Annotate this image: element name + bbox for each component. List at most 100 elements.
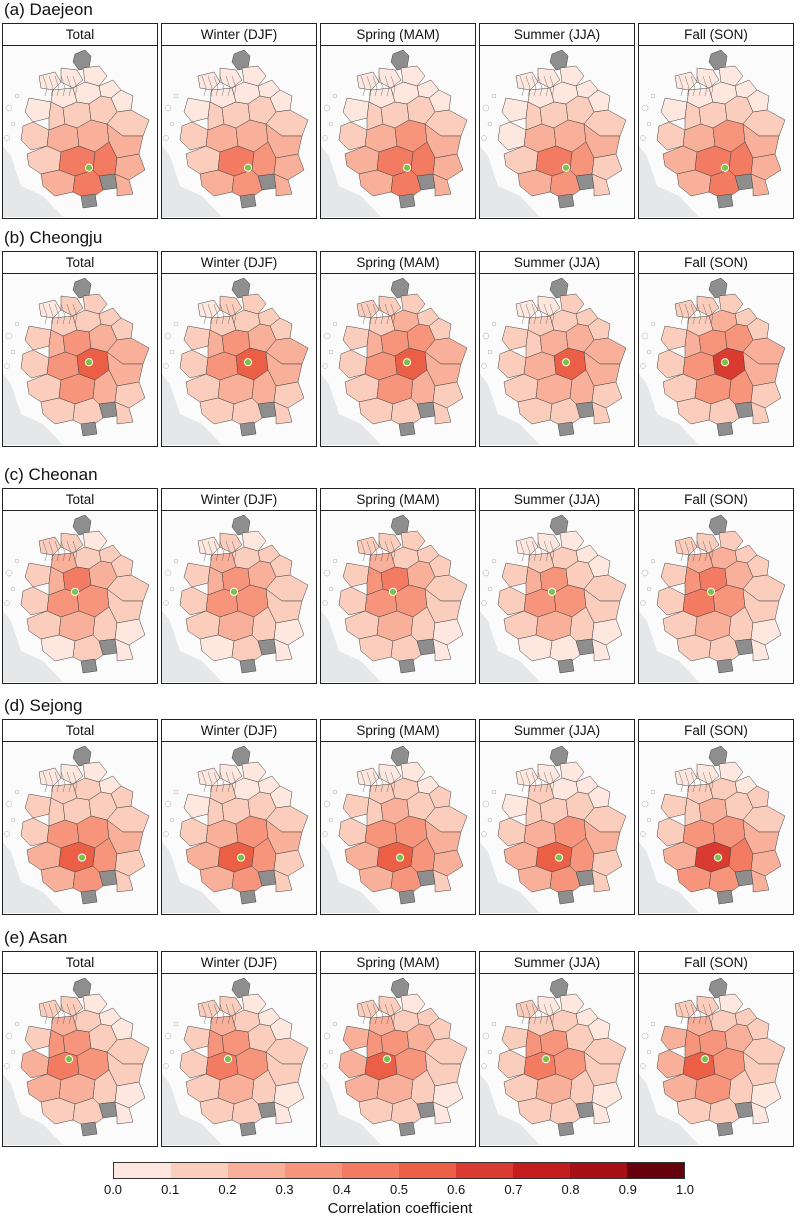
region-nw-2 — [219, 532, 243, 554]
region-se-2 — [750, 869, 770, 893]
island — [650, 558, 656, 564]
district-boundary — [549, 303, 555, 325]
region-s-4 — [231, 169, 263, 201]
map-svg — [480, 274, 633, 445]
island — [482, 332, 490, 340]
station-marker — [402, 358, 412, 367]
region-w-1 — [660, 793, 688, 819]
map-svg — [162, 974, 315, 1145]
station-marker — [243, 163, 253, 172]
region-se-2 — [591, 1101, 611, 1125]
island — [491, 789, 497, 795]
region-se-1 — [114, 381, 146, 409]
colorbar-tick-label: 0.5 — [389, 1182, 409, 1197]
region-nw-1 — [38, 767, 62, 787]
region-nw-1 — [674, 536, 698, 556]
island — [328, 586, 334, 592]
island — [5, 1032, 13, 1040]
island — [4, 1063, 10, 1069]
station-marker — [541, 1055, 551, 1064]
panel-title: Spring (MAM) — [321, 489, 475, 511]
island — [481, 363, 487, 369]
region-se-2 — [591, 638, 611, 662]
region-nw-1 — [356, 71, 380, 91]
district-boundary — [60, 303, 66, 325]
region-se-1 — [273, 1081, 305, 1109]
district-boundary — [72, 303, 78, 325]
region-nw-2 — [60, 67, 84, 89]
island — [487, 121, 493, 127]
region-s-miss2 — [557, 889, 575, 905]
region-se-2 — [114, 869, 134, 893]
region-n-1 — [400, 530, 426, 552]
map-panel: Spring (MAM) — [320, 719, 476, 915]
region-s-4 — [708, 865, 740, 897]
island — [163, 831, 169, 837]
district-boundary — [678, 1003, 684, 1025]
choropleth-map — [162, 511, 315, 682]
district-boundary — [42, 75, 48, 97]
district-boundary — [60, 75, 66, 97]
map-svg — [3, 46, 156, 217]
region-se-2 — [273, 401, 293, 425]
island — [482, 800, 490, 808]
district-boundary — [48, 771, 54, 793]
region-s-miss2 — [398, 1121, 416, 1137]
region-se-1 — [114, 618, 146, 646]
region-n-1 — [400, 761, 426, 783]
choropleth-map — [3, 46, 156, 217]
island — [10, 817, 16, 823]
choropleth-map — [321, 46, 474, 217]
district-boundary — [60, 540, 66, 562]
map-svg — [3, 511, 156, 682]
map-panel: Total — [2, 951, 158, 1147]
region-n-1 — [241, 530, 267, 552]
colorbar — [113, 1162, 685, 1179]
map-svg — [321, 46, 474, 217]
island — [323, 104, 331, 112]
region-n-1 — [82, 293, 108, 315]
region-se-1 — [750, 618, 782, 646]
district-boundary — [702, 303, 708, 325]
region-w-1 — [24, 1025, 52, 1051]
colorbar-bin — [456, 1163, 513, 1178]
island — [481, 135, 487, 141]
region-nw-2 — [537, 763, 561, 785]
region-s-miss2 — [398, 421, 416, 437]
map-svg — [3, 274, 156, 445]
region-se-1 — [273, 618, 305, 646]
island — [646, 349, 652, 355]
region-s-4 — [708, 397, 740, 429]
district-boundary — [225, 303, 231, 325]
region-se-1 — [591, 153, 623, 181]
region-nw-2 — [378, 67, 402, 89]
region-nw-1 — [356, 767, 380, 787]
region-nw-2 — [378, 763, 402, 785]
island — [481, 1063, 487, 1069]
district-boundary — [54, 540, 60, 562]
panel-title: Winter (DJF) — [162, 952, 316, 974]
region-nw-1 — [38, 999, 62, 1019]
island — [650, 1021, 656, 1027]
region-n-1 — [559, 65, 585, 87]
district-boundary — [390, 1003, 396, 1025]
region-nw-1 — [515, 299, 539, 319]
region-nw-2 — [219, 295, 243, 317]
region-se-2 — [273, 638, 293, 662]
district-boundary — [366, 1003, 372, 1025]
island — [328, 121, 334, 127]
region-se-2 — [273, 173, 293, 197]
island — [173, 93, 179, 99]
region-se-1 — [114, 849, 146, 877]
colorbar-bin — [570, 1163, 627, 1178]
region-s-miss2 — [398, 658, 416, 674]
district-boundary — [708, 771, 714, 793]
island — [640, 831, 646, 837]
district-boundary — [72, 540, 78, 562]
region-s-4 — [72, 865, 104, 897]
choropleth-map — [162, 46, 315, 217]
district-boundary — [231, 303, 237, 325]
region-se-1 — [273, 381, 305, 409]
island — [491, 558, 497, 564]
island — [641, 800, 649, 808]
